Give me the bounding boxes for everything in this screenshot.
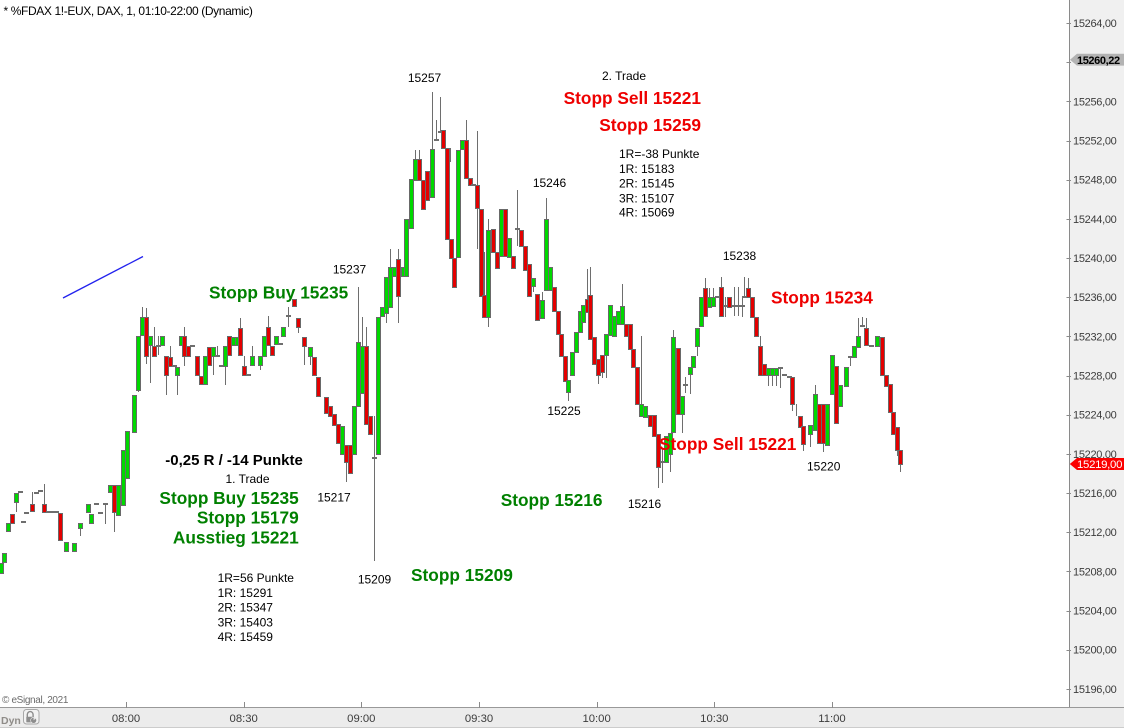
svg-text:1R=-38 Punkte: 1R=-38 Punkte (619, 147, 700, 161)
svg-text:15256,00: 15256,00 (1073, 96, 1117, 108)
svg-text:Stopp 15234: Stopp 15234 (771, 288, 873, 308)
svg-text:2. Trade: 2. Trade (602, 69, 646, 83)
svg-text:1R: 15291: 1R: 15291 (218, 586, 274, 600)
svg-text:15257: 15257 (408, 71, 442, 85)
svg-text:15240,00: 15240,00 (1073, 253, 1117, 265)
svg-text:09:30: 09:30 (465, 713, 493, 725)
svg-text:15220: 15220 (807, 459, 841, 473)
svg-text:11:00: 11:00 (818, 713, 845, 725)
svg-text:10:30: 10:30 (700, 713, 728, 725)
svg-text:15216,00: 15216,00 (1073, 488, 1117, 500)
svg-text:© eSignal, 2021: © eSignal, 2021 (2, 695, 69, 706)
svg-text:Stopp Sell 15221: Stopp Sell 15221 (659, 434, 797, 454)
svg-text:1. Trade: 1. Trade (225, 472, 269, 486)
svg-text:-0,25 R / -14 Punkte: -0,25 R / -14 Punkte (165, 452, 303, 469)
svg-text:15216: 15216 (628, 497, 662, 511)
svg-text:15252,00: 15252,00 (1073, 136, 1117, 148)
svg-text:15204,00: 15204,00 (1073, 606, 1117, 618)
svg-text:15200,00: 15200,00 (1073, 645, 1117, 657)
svg-text:15260,22: 15260,22 (1077, 55, 1120, 67)
svg-text:15244,00: 15244,00 (1073, 214, 1117, 226)
svg-text:3R: 15403: 3R: 15403 (218, 615, 274, 629)
svg-text:15238: 15238 (723, 249, 757, 263)
svg-text:Stopp 15259: Stopp 15259 (599, 115, 701, 135)
svg-text:15264,00: 15264,00 (1073, 18, 1117, 30)
svg-text:10:00: 10:00 (582, 713, 610, 725)
svg-text:15236,00: 15236,00 (1073, 292, 1117, 304)
svg-text:Stopp 15179: Stopp 15179 (197, 507, 299, 527)
svg-text:Ausstieg 15221: Ausstieg 15221 (173, 528, 299, 548)
svg-text:Dyn: Dyn (1, 715, 21, 727)
svg-text:4R: 15459: 4R: 15459 (218, 630, 274, 644)
svg-text:2R: 15145: 2R: 15145 (619, 177, 675, 191)
svg-text:15208,00: 15208,00 (1073, 566, 1117, 578)
svg-text:15246: 15246 (533, 176, 567, 190)
svg-text:1R=56 Punkte: 1R=56 Punkte (218, 571, 295, 585)
svg-text:15212,00: 15212,00 (1073, 527, 1117, 539)
svg-text:Stopp 15209: Stopp 15209 (411, 565, 513, 585)
svg-text:15228,00: 15228,00 (1073, 371, 1117, 383)
svg-text:* %FDAX 1!-EUX, DAX, 1, 01:10-: * %FDAX 1!-EUX, DAX, 1, 01:10-22:00 (Dyn… (4, 4, 253, 18)
svg-text:2R: 15347: 2R: 15347 (218, 601, 274, 615)
svg-text:Stopp 15216: Stopp 15216 (501, 490, 603, 510)
svg-text:1R: 15183: 1R: 15183 (619, 162, 675, 176)
svg-text:15220,00: 15220,00 (1073, 449, 1117, 461)
svg-text:15219,00: 15219,00 (1077, 459, 1122, 471)
svg-text:15225: 15225 (547, 404, 581, 418)
svg-text:08:00: 08:00 (112, 713, 140, 725)
svg-text:15248,00: 15248,00 (1073, 175, 1117, 187)
svg-text:15196,00: 15196,00 (1073, 684, 1117, 696)
svg-text:Stopp Buy 15235: Stopp Buy 15235 (159, 488, 299, 508)
svg-text:09:00: 09:00 (347, 713, 375, 725)
svg-text:Stopp Buy 15235: Stopp Buy 15235 (209, 282, 349, 302)
svg-text:15232,00: 15232,00 (1073, 331, 1117, 343)
svg-text:4R: 15069: 4R: 15069 (619, 206, 675, 220)
svg-text:15237: 15237 (333, 263, 367, 277)
svg-text:15209: 15209 (358, 573, 392, 587)
svg-text:15217: 15217 (317, 491, 351, 505)
svg-text:08:30: 08:30 (230, 713, 258, 725)
svg-text:Stopp Sell 15221: Stopp Sell 15221 (564, 88, 702, 108)
svg-text:3R: 15107: 3R: 15107 (619, 191, 675, 205)
svg-text:15224,00: 15224,00 (1073, 410, 1117, 422)
